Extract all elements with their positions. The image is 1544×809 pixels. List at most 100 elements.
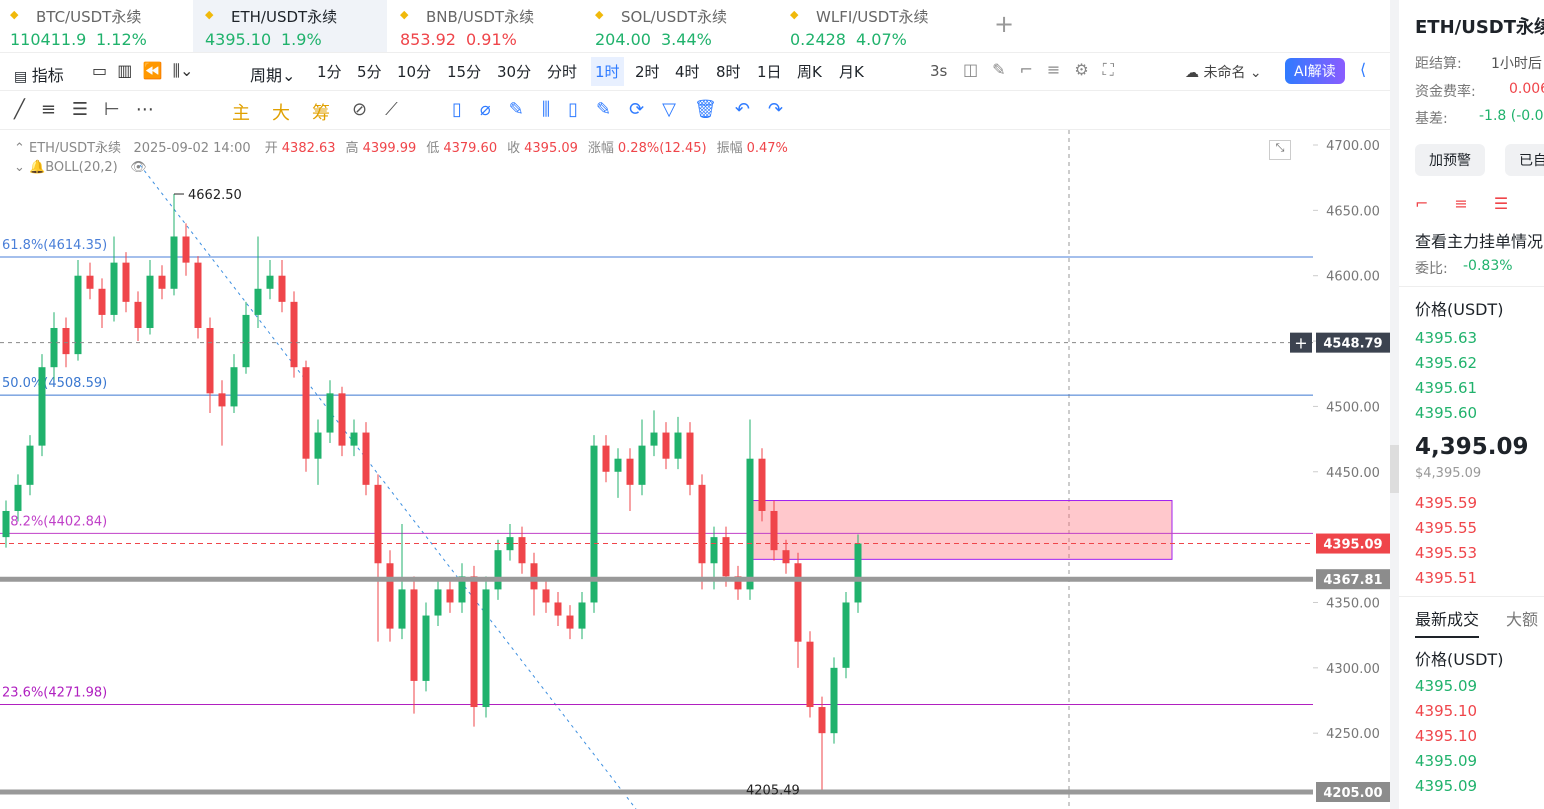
layout[interactable]: ☁ 未命名 ⌄	[1185, 65, 1262, 81]
legend: ⌃ ETH/USDT永续 2025-09-02 14:00 开 4382.63 高 4…	[14, 137, 788, 156]
orders[interactable]: 查看主力挂单情况	[1415, 232, 1544, 251]
ohlc-value: 4399.99	[362, 141, 417, 156]
draw-toolbar: ╱≡☰⊢⋯ 主 大 筹 ⊘⟋ ▯⌀✎⫼▯✎⟳▽🗑↶↷	[0, 90, 1390, 130]
candle-body	[566, 615, 574, 629]
trades-header: 价格(USDT)	[1415, 650, 1504, 669]
candle-body	[398, 589, 406, 629]
interval[interactable]: 2时	[635, 63, 660, 81]
candle-body	[746, 458, 754, 590]
candle-body	[590, 445, 598, 603]
candle-body	[2, 510, 10, 538]
done-button[interactable]: 已自	[1505, 144, 1544, 176]
candle-body	[122, 262, 130, 302]
candle-body	[710, 537, 718, 564]
ticker-name[interactable]: BTC/USDT永续	[36, 8, 142, 26]
indicator: BOLL(20,2)	[45, 160, 118, 175]
last-usd: $4,395.09	[1415, 466, 1482, 481]
fib-label: 50.0%(4508.59)	[2, 376, 107, 391]
interval[interactable]: 4时	[675, 63, 700, 81]
price-box-label: 4205.00	[1323, 786, 1382, 801]
panel-icons[interactable]: ⌐≡☰	[1415, 194, 1535, 213]
ask: 4395.61	[1415, 379, 1478, 397]
bid: 4395.59	[1415, 494, 1478, 512]
draw-icons[interactable]: ╱≡☰⊢⋯	[14, 99, 170, 120]
edit-icons[interactable]: ▯⌀✎⫼▯✎⟳▽🗑↶↷	[452, 99, 802, 120]
candle-body	[74, 275, 82, 355]
toggle[interactable]: ⌃	[14, 141, 30, 156]
y-tick-label: 4700.00	[1326, 139, 1380, 154]
low-note: 4205.49	[746, 783, 800, 798]
fullscreen[interactable]: ⤡	[1269, 140, 1291, 160]
refresh[interactable]: 3s	[930, 62, 948, 80]
candle-body	[602, 445, 610, 472]
ticker-name[interactable]: WLFI/USDT永续	[816, 8, 929, 26]
tool-icons[interactable]: ◫✎⌐≡⚙⛶	[963, 60, 1128, 79]
datetime: 2025-09-02 14:00	[133, 141, 251, 156]
candle-body	[554, 602, 562, 616]
tab[interactable]: 最新成交	[1415, 606, 1480, 638]
ticker-name[interactable]: SOL/USDT永续	[621, 8, 727, 26]
ticker-price: 0.2428	[790, 30, 846, 49]
more-icons[interactable]: ⊘⟋	[352, 99, 416, 120]
ticker-name[interactable]: BNB/USDT永续	[426, 8, 535, 26]
big-tool[interactable]: 大	[272, 103, 290, 124]
fib-label: 38.2%(4402.84)	[2, 514, 107, 529]
interval[interactable]: 30分	[497, 63, 532, 81]
price-box	[1316, 332, 1390, 353]
ask: 4395.63	[1415, 329, 1478, 347]
main-tool[interactable]: 主	[232, 103, 250, 124]
candle-body	[698, 484, 706, 564]
layout-label: 未命名	[1203, 65, 1246, 81]
candle-body	[62, 327, 70, 355]
y-tick-label: 4350.00	[1326, 596, 1380, 611]
chips-tool[interactable]: 筹	[312, 103, 330, 124]
candle-body	[494, 550, 502, 590]
candle-body	[542, 589, 550, 603]
candle-body	[338, 393, 346, 446]
candle-body	[638, 445, 646, 485]
period[interactable]: 周期⌄	[250, 66, 296, 85]
trade: 4395.10	[1415, 727, 1478, 745]
ohlc-label: 高	[345, 141, 359, 156]
tab[interactable]: 大额	[1506, 610, 1539, 629]
y-tick-label: 4250.00	[1326, 727, 1380, 742]
add-line	[1290, 332, 1312, 353]
ohlc-label: 振幅	[716, 141, 743, 156]
ohlc-value: 4379.60	[443, 141, 498, 156]
price-box-label: 4548.79	[1323, 337, 1382, 352]
ohlc-label: 开	[264, 141, 278, 156]
interval[interactable]: 1日	[757, 63, 782, 81]
interval[interactable]: 周K	[797, 63, 822, 81]
candle-body	[374, 484, 382, 564]
interval[interactable]: 15分	[447, 63, 482, 81]
ai-button[interactable]: AI解读	[1285, 58, 1345, 84]
fib-label: 23.6%(4271.98)	[2, 685, 107, 700]
icons[interactable]: ▭ ▥ ⏪ ⫼⌄	[92, 61, 194, 80]
fib-label: 61.8%(4614.35)	[2, 238, 107, 253]
candle-body	[530, 563, 538, 590]
trade: 4395.09	[1415, 677, 1478, 695]
share[interactable]: ⟨	[1360, 60, 1367, 79]
ticker-change: 1.9%	[281, 30, 322, 49]
alert-button[interactable]: 加预警	[1415, 144, 1485, 176]
interval[interactable]: 分时	[547, 63, 578, 81]
candle-body	[38, 367, 46, 446]
interval[interactable]: 8时	[716, 63, 741, 81]
toggle[interactable]: ⌄ 🔔	[14, 160, 46, 175]
indicators[interactable]: ▤ 指标	[14, 66, 64, 85]
candle-body	[206, 327, 214, 394]
interval[interactable]: 5分	[357, 63, 382, 81]
interval[interactable]: 1分	[317, 63, 342, 81]
interval[interactable]: 1时	[591, 57, 624, 86]
indicators-label: 指标	[31, 66, 64, 85]
candle-body	[110, 262, 118, 315]
interval[interactable]: 月K	[839, 63, 864, 81]
panel-title: ETH/USDT永续	[1415, 17, 1544, 38]
candle-body	[362, 432, 370, 485]
candle-body	[290, 301, 298, 368]
interval[interactable]: 10分	[397, 63, 432, 81]
ticker-name[interactable]: ETH/USDT永续	[231, 8, 338, 26]
price-box-label: 4367.81	[1323, 573, 1382, 588]
add-tab[interactable]: +	[994, 10, 1015, 38]
